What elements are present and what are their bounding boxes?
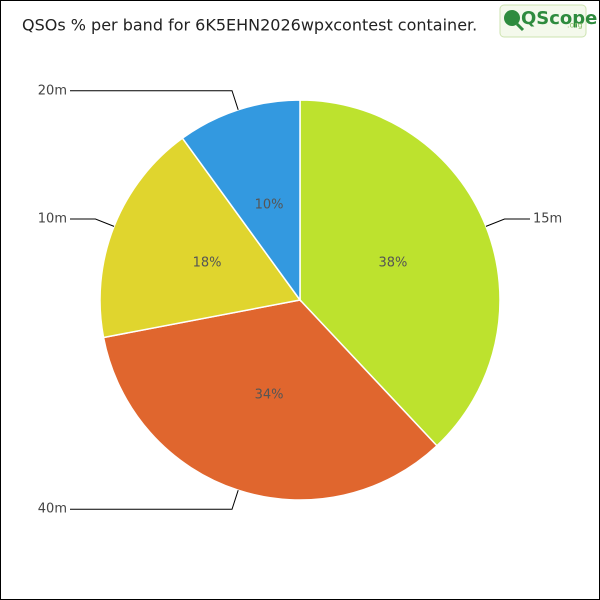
category-label: 20m bbox=[38, 83, 67, 98]
pie-slice bbox=[102, 299, 438, 501]
pie-slice bbox=[299, 99, 501, 447]
pie-slice bbox=[99, 137, 302, 339]
category-label: 40m bbox=[38, 502, 67, 517]
category-label: 15m bbox=[533, 212, 562, 227]
chart-title: QSOs % per band for 6K5EHN2026wpxcontest… bbox=[22, 16, 477, 35]
pie-slice bbox=[181, 99, 301, 303]
value-label: 10% bbox=[255, 197, 284, 212]
value-label: 18% bbox=[193, 256, 222, 271]
logo-icon-handle bbox=[515, 22, 525, 32]
value-label: 38% bbox=[379, 256, 408, 271]
value-label: 34% bbox=[255, 388, 284, 403]
leader-line bbox=[70, 490, 239, 510]
logo-text: QScope bbox=[521, 8, 597, 29]
category-label: 10m bbox=[38, 212, 67, 227]
leader-line bbox=[485, 218, 530, 227]
logo: QScope .org bbox=[499, 4, 597, 38]
leader-line bbox=[70, 90, 239, 110]
leader-line bbox=[70, 218, 115, 227]
logo-suffix: .org bbox=[567, 21, 583, 30]
logo-icon bbox=[504, 10, 520, 26]
